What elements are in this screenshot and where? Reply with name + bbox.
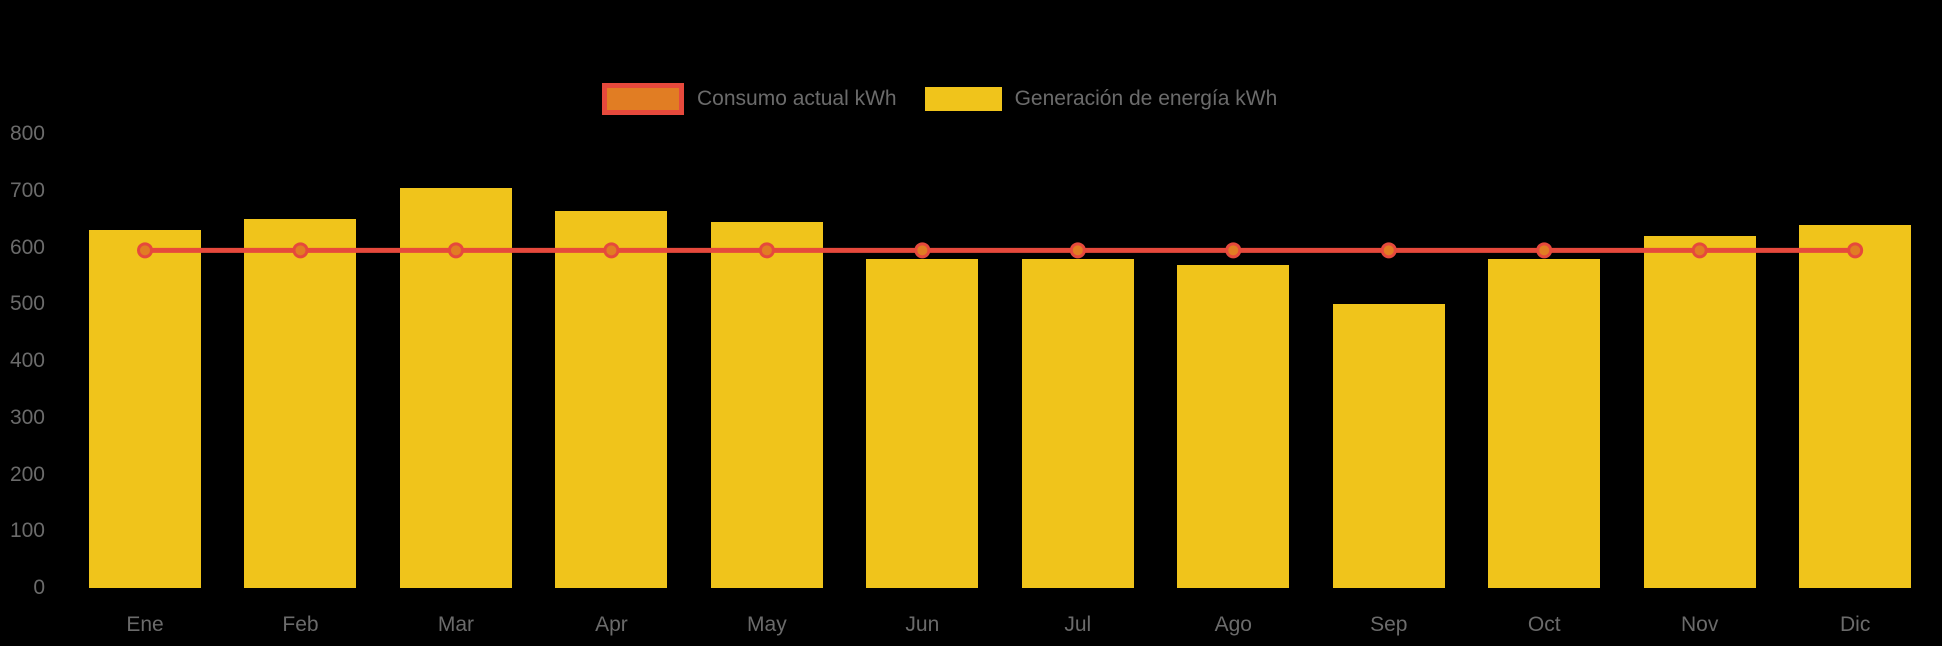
consumo-point-marker [1069,242,1086,259]
consumo-point-marker [1847,242,1864,259]
x-axis-label-jun: Jun [905,613,940,636]
consumo-point-marker [292,242,309,259]
x-axis-label-oct: Oct [1527,613,1561,636]
legend-label-generacion-energia: Generación de energía kWh [1014,87,1278,110]
y-axis-tick-label: 600 [9,235,45,259]
consumo-point-marker [1225,242,1242,259]
x-axis-label-nov: Nov [1681,613,1719,636]
bar-nov [1643,236,1756,588]
y-axis-tick-label: 300 [9,405,45,429]
consumo-point-marker [1691,242,1708,259]
y-axis-tick-label: 0 [33,576,45,599]
y-axis-tick-label: 500 [9,292,45,316]
bar-ago [1177,264,1290,588]
x-axis-label-mar: Mar [437,613,475,636]
y-axis-tick-label: 700 [9,178,45,202]
bar-oct [1488,258,1601,588]
bar-jun [866,258,979,588]
legend-item-generacion-energia[interactable]: Generación de energía kWh [924,87,1278,111]
consumo-point-marker [758,242,775,259]
consumo-point-marker [914,242,931,259]
x-axis-label-ene: Ene [126,613,164,636]
consumo-point-marker [603,242,620,259]
x-axis-label-ago: Ago [1214,613,1252,636]
y-axis-tick-label: 800 [9,122,45,145]
legend-item-consumo-actual[interactable]: Consumo actual kWh [602,83,897,115]
x-axis-label-apr: Apr [595,613,628,636]
consumo-point-marker [1536,242,1553,259]
bar-series-swatch-icon [924,87,1002,111]
x-axis-label-sep: Sep [1370,613,1408,636]
y-axis-tick-label: 100 [9,519,45,543]
x-axis-label-may: May [747,613,787,636]
consumo-point-marker [1380,242,1397,259]
x-axis-label-feb: Feb [282,613,319,636]
x-axis-label-dic: Dic [1839,613,1871,636]
consumo-point-marker [137,242,153,259]
bar-may [710,221,823,588]
y-axis-tick-label: 400 [9,349,45,372]
bar-ene [89,230,201,588]
line-series-swatch-icon [602,83,684,115]
x-axis-label-jul: Jul [1064,613,1092,636]
consumo-point-marker [447,242,464,259]
legend-label-consumo-actual: Consumo actual kWh [697,87,897,110]
y-axis-tick-label: 200 [9,462,45,486]
bar-feb [244,219,357,588]
chart-legend: Consumo actual kWh Generación de energía… [602,83,1277,115]
bar-sep [1332,304,1445,588]
bar-apr [555,210,668,588]
bar-jul [1021,258,1134,588]
bar-dic [1799,224,1912,588]
